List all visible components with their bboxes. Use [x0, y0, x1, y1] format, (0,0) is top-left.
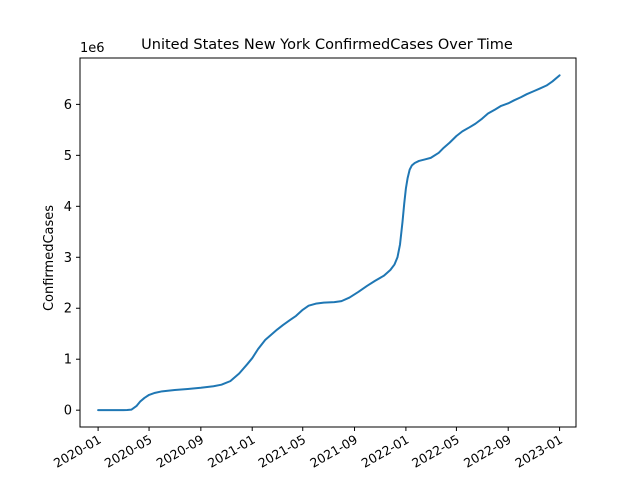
y-offset-label: 1e6 — [80, 41, 105, 56]
y-tick-label: 3 — [64, 251, 72, 266]
y-tick-label: 6 — [64, 98, 72, 113]
axes-frame — [79, 57, 577, 428]
y-tick-label: 4 — [64, 200, 72, 215]
y-tick-label: 1 — [64, 353, 72, 368]
y-tick-label: 0 — [64, 404, 72, 419]
series-line-0 — [97, 74, 561, 412]
y-axis-label: ConfirmedCases — [42, 205, 57, 311]
chart-title: United States New York ConfirmedCases Ov… — [141, 37, 513, 53]
y-tick-label: 5 — [64, 149, 72, 164]
y-tick-label: 2 — [64, 302, 72, 317]
